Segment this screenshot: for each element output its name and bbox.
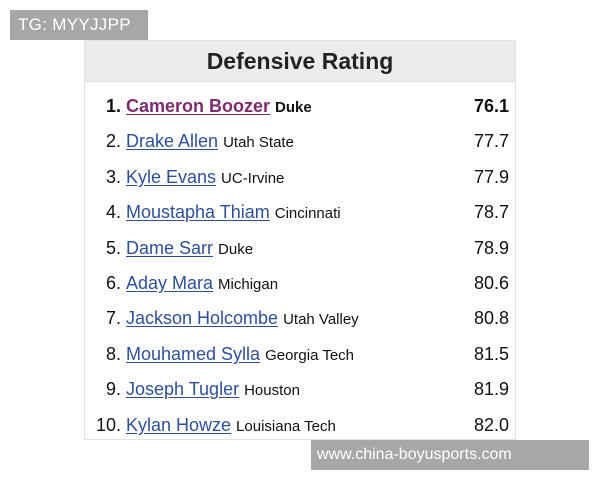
school-name: Cincinnati [274, 205, 341, 223]
rating-value: 76.1 [473, 96, 509, 116]
table-row: 2. Drake Allen Utah State 77.7 [85, 124, 515, 159]
rank-number: 3. [105, 166, 121, 187]
rank-number: 6. [105, 272, 121, 293]
school-name: Georgia Tech [265, 346, 355, 364]
rating-value: 80.6 [473, 272, 509, 293]
player-entry: Mouhamed Sylla Georgia Tech [126, 337, 354, 373]
rating-value: 78.9 [473, 237, 509, 258]
school-name: Duke [218, 240, 254, 258]
rank-number: 8. [105, 343, 121, 364]
table-row: 3. Kyle Evans UC-Irvine 77.9 [85, 160, 515, 195]
table-row: 7. Jackson Holcombe Utah Valley 80.8 [85, 301, 515, 336]
school-name: Utah State [223, 134, 294, 152]
rating-value: 78.7 [473, 202, 509, 223]
school-name: Duke [275, 99, 312, 116]
player-entry: Aday Mara Michigan [126, 266, 278, 302]
rank-number: 4. [105, 202, 121, 223]
player-entry: Kylan Howze Louisiana Tech [126, 408, 336, 444]
rating-value: 81.5 [473, 343, 509, 364]
table-row: 4. Moustapha Thiam Cincinnati 78.7 [85, 195, 515, 230]
rating-value: 77.7 [473, 131, 509, 152]
rating-value: 77.9 [473, 166, 509, 187]
rank-number: 10. [95, 414, 121, 435]
rank-number: 5. [105, 237, 121, 258]
player-name-link[interactable]: Dame Sarr [126, 237, 214, 258]
school-name: Louisiana Tech [236, 417, 336, 435]
table-row: 10. Kylan Howze Louisiana Tech 82.0 [85, 408, 515, 443]
player-entry: Joseph Tugler Houston [126, 372, 300, 408]
player-entry: Drake Allen Utah State [126, 124, 294, 160]
rank-number: 1. [105, 96, 121, 116]
player-name-link[interactable]: Kyle Evans [126, 166, 217, 187]
table-row: 5. Dame Sarr Duke 78.9 [85, 231, 515, 266]
school-name: Houston [244, 382, 300, 400]
school-name: UC-Irvine [221, 169, 285, 187]
player-entry: Cameron Boozer Duke [126, 89, 312, 125]
rating-value: 80.8 [473, 308, 509, 329]
player-name-link[interactable]: Joseph Tugler [126, 379, 240, 400]
player-entry: Kyle Evans UC-Irvine [126, 160, 284, 196]
table-title: Defensive Rating [85, 41, 515, 82]
player-name-link[interactable]: Aday Mara [126, 272, 214, 293]
player-name-link[interactable]: Drake Allen [126, 131, 219, 152]
rank-number: 9. [105, 379, 121, 400]
player-name-link[interactable]: Jackson Holcombe [126, 308, 279, 329]
defensive-rating-table: Defensive Rating 1. Cameron Boozer Duke 7… [84, 40, 516, 440]
site-watermark: www.china-boyusports.com [311, 440, 589, 470]
player-name-link[interactable]: Mouhamed Sylla [126, 343, 261, 364]
rank-number: 7. [105, 308, 121, 329]
school-name: Utah Valley [283, 311, 359, 329]
school-name: Michigan [218, 275, 279, 293]
table-row: 1. Cameron Boozer Duke 76.1 [85, 89, 515, 124]
rating-value: 82.0 [473, 414, 509, 435]
rating-value: 81.9 [473, 379, 509, 400]
player-entry: Jackson Holcombe Utah Valley [126, 301, 359, 337]
table-row: 8. Mouhamed Sylla Georgia Tech 81.5 [85, 337, 515, 372]
player-entry: Moustapha Thiam Cincinnati [126, 195, 341, 231]
ranking-list: 1. Cameron Boozer Duke 76.1 2. Drake Alle… [85, 89, 515, 443]
player-name-link[interactable]: Moustapha Thiam [126, 202, 270, 223]
player-name-link[interactable]: Cameron Boozer [126, 96, 271, 116]
table-row: 6. Aday Mara Michigan 80.6 [85, 266, 515, 301]
player-entry: Dame Sarr Duke [126, 231, 253, 267]
table-row: 9. Joseph Tugler Houston 81.9 [85, 372, 515, 407]
rank-number: 2. [105, 131, 121, 152]
telegram-watermark: TG: MYYJJPP [10, 10, 148, 40]
player-name-link[interactable]: Kylan Howze [126, 414, 232, 435]
